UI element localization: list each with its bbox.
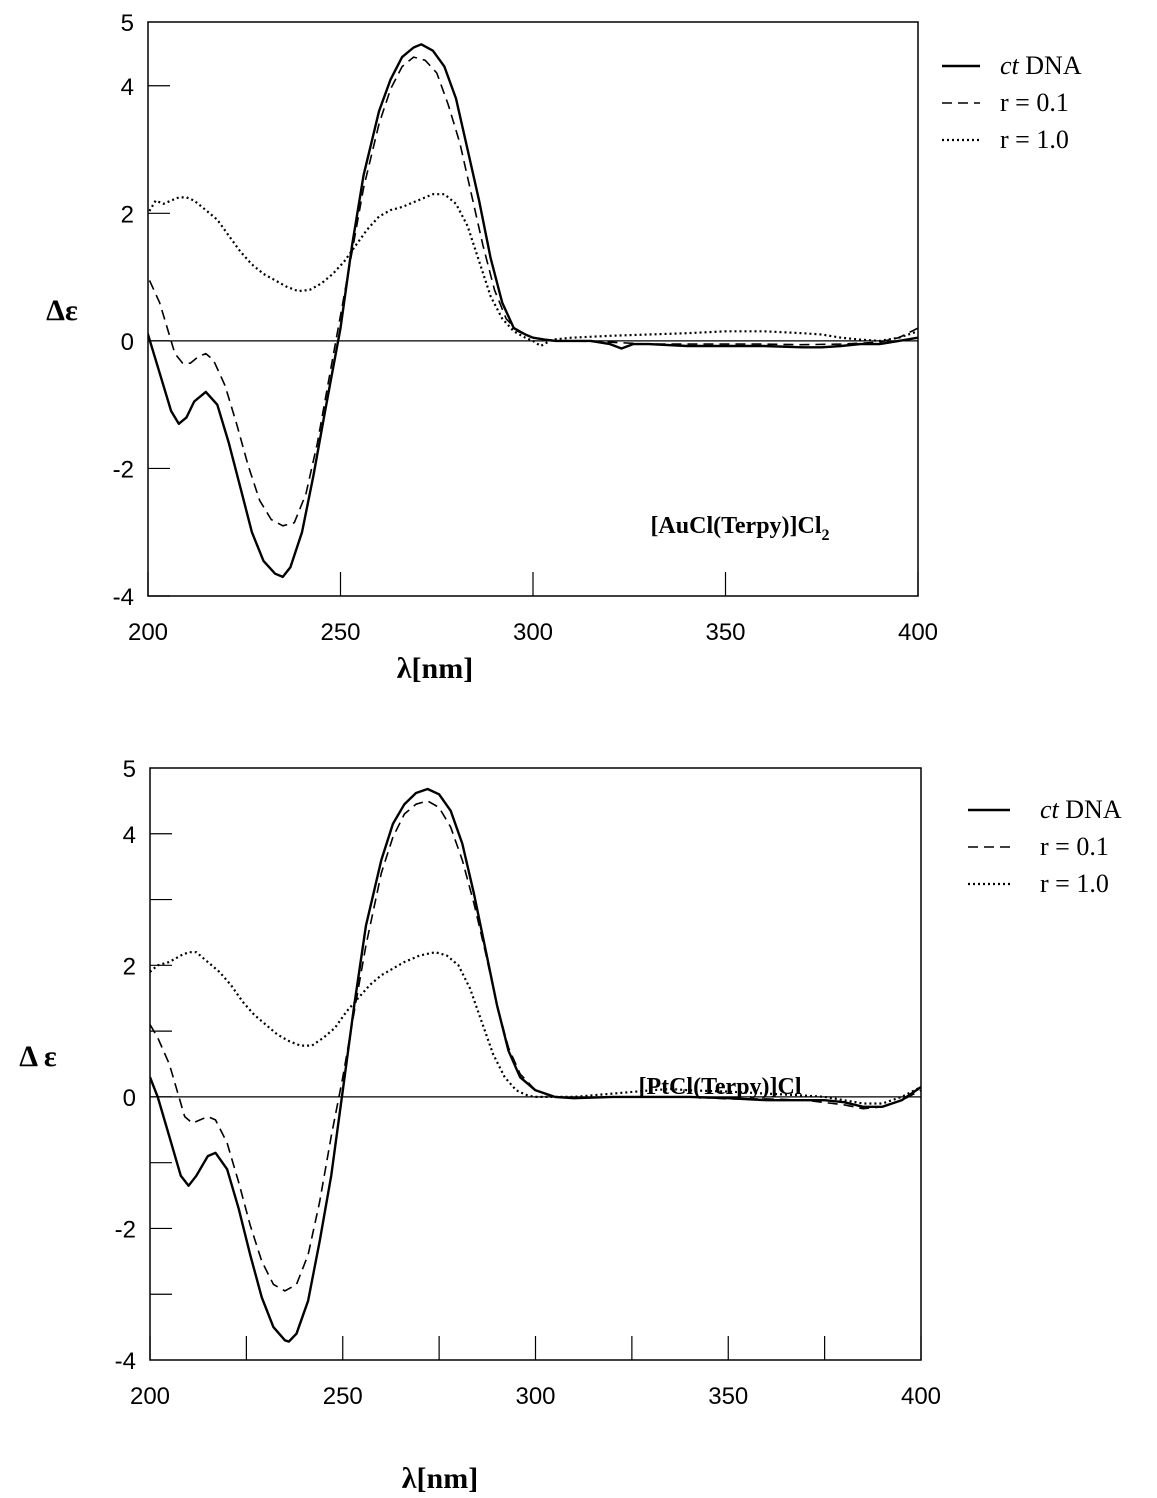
- compound-annotation: [PtCl(Terpy)]Cl: [638, 1074, 801, 1100]
- y-tick-label: -4: [115, 1348, 136, 1375]
- legend: ct DNA r = 0.1 r = 1.0: [968, 795, 1122, 898]
- x-tick-label: 300: [515, 1383, 555, 1410]
- y-axis-title: Δε: [46, 294, 78, 327]
- y-tick-label: 5: [123, 756, 136, 783]
- series-line-dotted: [150, 951, 921, 1105]
- plot-frame: [147, 21, 919, 597]
- legend-label: ct DNA: [1000, 51, 1082, 80]
- series-line-dashed: [150, 800, 921, 1292]
- y-tick-label: -4: [113, 584, 134, 611]
- x-tick-label: 400: [901, 1383, 941, 1410]
- legend: ct DNA r = 0.1 r = 1.0: [942, 51, 1082, 154]
- x-tick-label: 200: [130, 1383, 170, 1410]
- legend-label: r = 0.1: [1000, 88, 1069, 117]
- y-axis-title: Δ ε: [19, 1040, 57, 1073]
- legend-label: ct DNA: [1040, 795, 1122, 824]
- x-tick-label: 250: [323, 1383, 363, 1410]
- legend-label: r = 0.1: [1040, 832, 1109, 861]
- x-tick-label: 250: [320, 619, 360, 646]
- annotation-subscript: 2: [822, 527, 830, 544]
- plot-frame: [149, 767, 922, 1361]
- legend-label: r = 1.0: [1000, 125, 1069, 154]
- x-axis-title: λ[nm]: [402, 1462, 478, 1495]
- y-tick-label: 4: [123, 822, 136, 849]
- series-line-solid: [148, 43, 918, 579]
- x-tick-label: 300: [513, 619, 553, 646]
- compound-annotation: [AuCl(Terpy)]Cl2: [650, 513, 829, 544]
- y-tick-label: 5: [121, 10, 134, 37]
- series-line-solid: [150, 787, 921, 1343]
- x-tick-label: 350: [705, 619, 745, 646]
- series-line-dashed: [148, 56, 918, 527]
- y-tick-label: 4: [121, 74, 134, 101]
- y-tick-label: -2: [113, 456, 134, 483]
- chart-2: 200 250 300 350 400 -4 -2 0 2 4 5 Δ ε λ[nm] [PtCl(Ter…: [19, 756, 1122, 1495]
- y-tick-label: 0: [123, 1085, 136, 1112]
- y-tick-label: 0: [121, 329, 134, 356]
- x-tick-label: 400: [898, 619, 938, 646]
- y-tick-label: 2: [123, 953, 136, 980]
- y-tick-label: 2: [121, 201, 134, 228]
- series-line-dotted: [148, 193, 918, 348]
- legend-label: r = 1.0: [1040, 869, 1109, 898]
- x-axis-title: λ[nm]: [397, 652, 473, 685]
- x-tick-label: 200: [128, 619, 168, 646]
- x-tick-label: 350: [708, 1383, 748, 1410]
- chart-1: 200 250 300 350 400 -4 -2 0 2 4 5 Δε λ[nm] [AuCl(Terp…: [46, 10, 1082, 685]
- y-tick-label: -2: [115, 1216, 136, 1243]
